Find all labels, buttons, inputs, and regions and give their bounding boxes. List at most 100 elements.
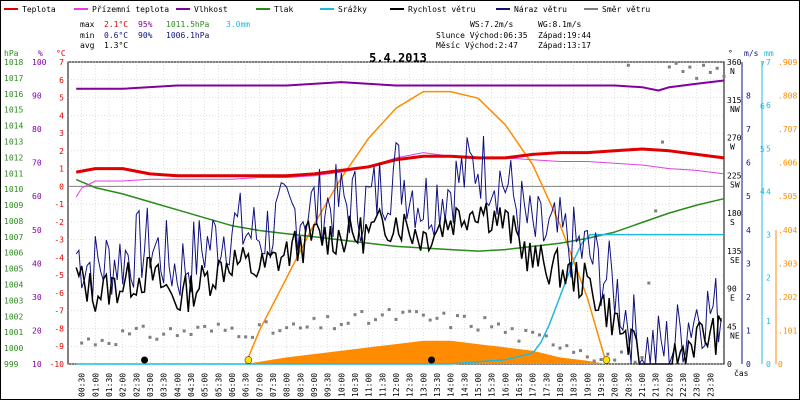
wind-direction-point — [100, 338, 104, 342]
wind-direction-point — [114, 343, 118, 347]
x-tick-label: 12:00 — [392, 373, 401, 397]
tick-label-dir-name: NW — [730, 105, 740, 114]
wind-direction-point — [517, 339, 521, 343]
wind-direction-point — [558, 346, 562, 350]
stats-max-rain: 3.0mm — [226, 20, 250, 29]
tick-label-mm: 7 — [766, 58, 771, 67]
axis-header-degc: °C — [56, 49, 66, 58]
moon-marker — [428, 356, 436, 364]
wind-direction-point — [87, 337, 90, 341]
x-tick-label: 12:30 — [406, 373, 415, 397]
wind-direction-point — [722, 74, 726, 78]
info-mesic-zapad: Západ:13:17 — [538, 41, 591, 50]
tick-label-degc: 0 — [59, 182, 64, 191]
wind-direction-point — [585, 355, 589, 359]
wind-direction-point — [223, 328, 227, 332]
x-tick-label: 11:30 — [378, 373, 387, 397]
x-tick-label: 20:00 — [611, 373, 620, 397]
x-tick-label: 14:00 — [447, 373, 456, 397]
tick-label-degc: -1 — [54, 200, 64, 209]
tick-label-hpa: 1000 — [4, 344, 23, 353]
tick-label-dir: 135 — [727, 247, 742, 256]
tick-label-rad: .404 — [778, 226, 797, 235]
wind-direction-point — [155, 337, 159, 341]
x-tick-label: 09:30 — [324, 373, 333, 397]
x-tick-label: 00:30 — [78, 373, 87, 397]
wind-direction-point — [408, 309, 412, 313]
tick-label-dir: 225 — [727, 171, 742, 180]
tick-label-ms: 6 — [746, 159, 751, 168]
series-rain — [76, 233, 724, 365]
tick-label-mm: 4 — [766, 187, 771, 196]
tick-label-mm: 6 — [766, 101, 771, 110]
wind-direction-point — [715, 66, 719, 70]
wind-direction-point — [189, 333, 193, 337]
tick-label-hpa: 1018 — [4, 58, 23, 67]
wind-direction-point — [640, 356, 644, 360]
tick-label-rad: .909 — [778, 58, 797, 67]
wind-direction-point — [278, 329, 282, 333]
x-tick-label: 20:30 — [624, 373, 633, 397]
x-tick-label: 17:00 — [529, 373, 538, 397]
x-tick-label: 22:00 — [665, 373, 674, 397]
tick-label-dir-name: W — [730, 143, 735, 152]
tick-label-degc: 6 — [59, 76, 64, 85]
tick-label-hpa: 1006 — [4, 249, 23, 258]
tick-label-degc: -7 — [54, 307, 64, 316]
tick-label-ms: 2 — [746, 293, 751, 302]
wind-direction-point — [654, 209, 658, 213]
stats-max-label: max — [80, 20, 95, 29]
tick-label-pct: 80 — [32, 125, 42, 134]
x-tick-label: 21:30 — [652, 373, 661, 397]
wind-direction-point — [456, 314, 459, 318]
tick-label-degc: 3 — [59, 129, 64, 138]
wind-direction-point — [387, 308, 391, 312]
wind-direction-point — [626, 63, 630, 67]
stats-block: max 2.1°C 95% 1011.5hPa 3.0mm min 0.6°C … — [80, 20, 250, 50]
tick-label-hpa: 1003 — [4, 296, 23, 305]
wind-direction-point — [257, 323, 261, 327]
tick-label-dir: 45 — [727, 322, 737, 331]
x-tick-label: 09:00 — [310, 373, 319, 397]
x-tick-label: 05:30 — [214, 373, 223, 397]
tick-label-pct: 100 — [32, 58, 47, 67]
wind-direction-point — [428, 318, 432, 322]
wind-direction-point — [702, 63, 705, 67]
tick-label-hpa: 1002 — [4, 312, 23, 321]
wind-direction-point — [524, 328, 528, 332]
x-tick-label: 13:30 — [433, 373, 442, 397]
tick-label-ms: 7 — [746, 125, 751, 134]
wind-direction-point — [162, 332, 166, 336]
x-tick-label: 22:30 — [679, 373, 688, 397]
tick-label-rad: .202 — [778, 293, 797, 302]
wind-direction-point — [326, 315, 330, 319]
axis-header-hpa: hPa — [4, 49, 19, 58]
x-tick-label: 02:00 — [119, 373, 128, 397]
wind-direction-point — [339, 322, 343, 326]
tick-label-hpa: 1011 — [4, 169, 23, 178]
wind-direction-point — [572, 350, 576, 354]
tick-label-ms: 8 — [746, 92, 751, 101]
wind-direction-point — [196, 325, 200, 329]
tick-label-dir: 360 — [727, 58, 742, 67]
wind-direction-point — [544, 334, 548, 338]
wind-direction-point — [538, 333, 541, 337]
tick-label-dir: 270 — [727, 134, 742, 143]
wind-direction-point — [483, 316, 487, 320]
wind-direction-point — [667, 65, 671, 69]
info-mesic: Měsíc Východ:2:47 — [436, 41, 518, 50]
plot-area — [75, 61, 726, 366]
tick-label-rad: .606 — [778, 159, 797, 168]
wind-direction-point — [613, 358, 617, 362]
wind-direction-point — [476, 328, 480, 332]
wind-direction-point — [210, 329, 213, 333]
axis-header-deg: ° — [728, 49, 733, 58]
stats-max-temp: 2.1°C — [104, 20, 128, 29]
x-tick-label: 23:30 — [706, 373, 715, 397]
tick-label-degc: 7 — [59, 58, 64, 67]
wind-direction-point — [503, 330, 507, 334]
stats-min-label: min — [80, 31, 95, 40]
legend-label-rychlost: Rychlost větru — [408, 5, 476, 14]
tick-label-ms: 0 — [746, 360, 751, 369]
